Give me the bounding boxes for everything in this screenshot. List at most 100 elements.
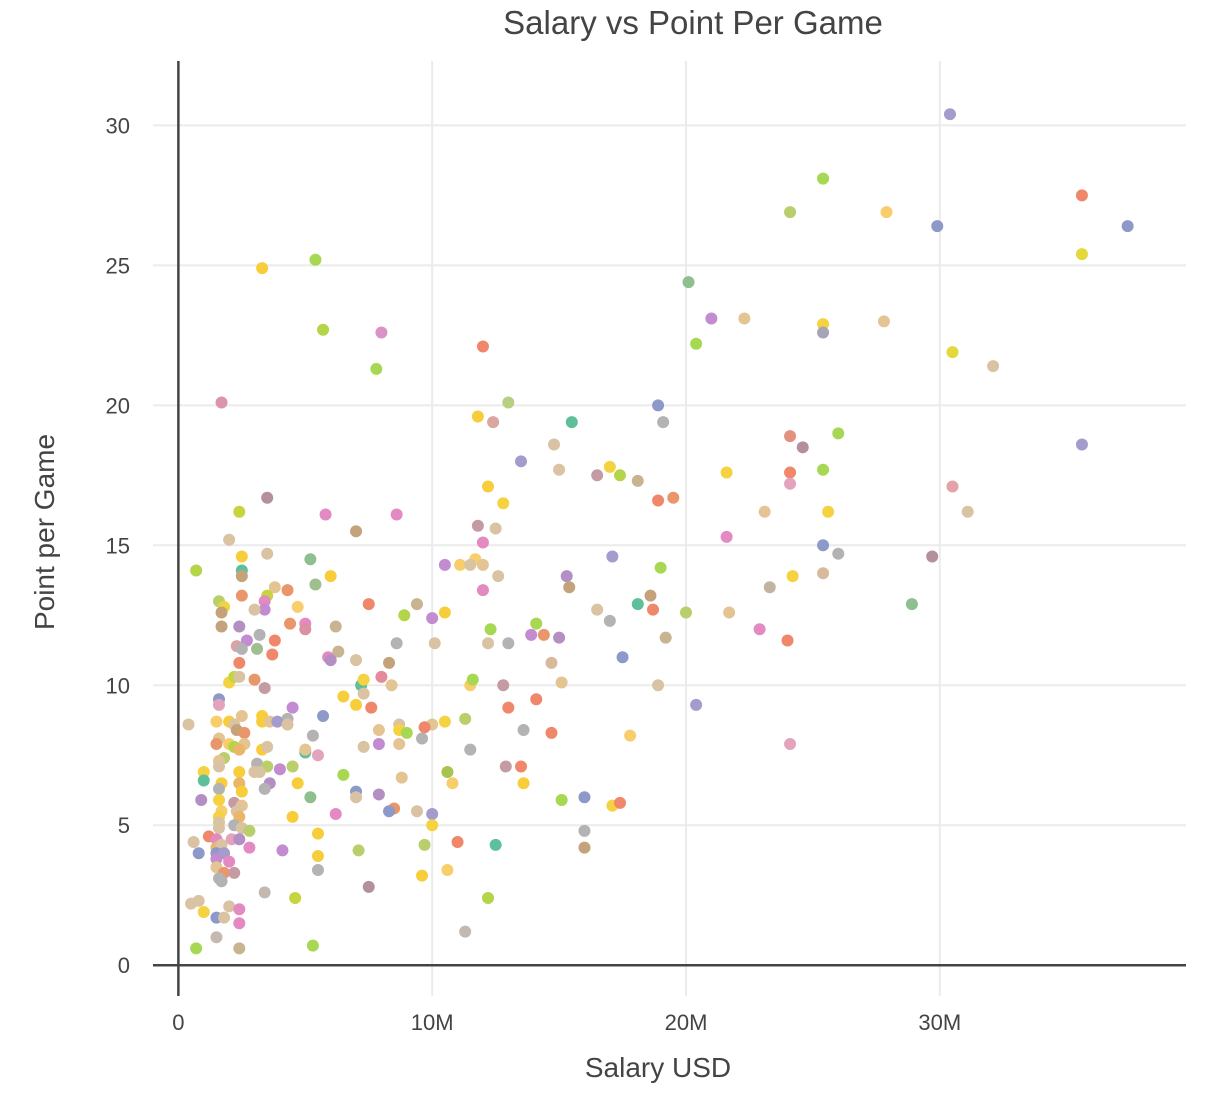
data-point — [243, 841, 256, 854]
data-point — [223, 900, 236, 913]
data-point — [517, 777, 530, 790]
data-point — [784, 430, 797, 443]
data-point — [476, 340, 489, 353]
y-tick-label: 20 — [106, 393, 130, 418]
data-point — [215, 606, 228, 619]
data-point — [426, 612, 439, 625]
data-point — [370, 362, 383, 375]
data-point — [492, 570, 505, 583]
data-point — [276, 844, 289, 857]
data-point — [258, 603, 271, 616]
data-point — [497, 497, 510, 510]
data-point — [484, 623, 497, 636]
data-point — [324, 570, 337, 583]
data-point — [215, 620, 228, 633]
data-point — [235, 642, 248, 655]
data-point — [545, 656, 558, 669]
data-point — [223, 855, 236, 868]
data-point — [268, 581, 281, 594]
data-point — [281, 718, 294, 731]
x-tick-label: 10M — [411, 1010, 454, 1035]
data-point — [197, 766, 210, 779]
data-point — [438, 558, 451, 571]
data-point — [476, 536, 489, 549]
data-point — [289, 892, 302, 905]
data-point — [233, 656, 246, 669]
data-point — [537, 628, 550, 641]
data-point — [190, 942, 203, 955]
data-point — [317, 323, 330, 336]
data-point — [210, 852, 223, 865]
data-point — [329, 620, 342, 633]
data-point — [352, 844, 365, 857]
data-point — [256, 262, 269, 275]
data-point — [961, 505, 974, 518]
data-point — [416, 732, 429, 745]
data-point — [441, 864, 454, 877]
x-tick-label: 20M — [665, 1010, 708, 1035]
data-point — [926, 550, 939, 563]
data-point — [251, 642, 264, 655]
data-point — [273, 763, 286, 776]
data-point — [652, 399, 665, 412]
data-point — [258, 886, 271, 899]
data-point — [606, 550, 619, 563]
data-point — [311, 827, 324, 840]
data-point — [261, 547, 274, 560]
data-point — [1121, 220, 1134, 233]
data-point — [877, 315, 890, 328]
data-point — [233, 903, 246, 916]
data-point — [817, 172, 830, 185]
data-point — [654, 561, 667, 574]
data-point — [489, 838, 502, 851]
data-point — [357, 740, 370, 753]
data-point — [319, 508, 332, 521]
data-point — [317, 710, 330, 723]
data-point — [365, 701, 378, 714]
y-tick-label: 25 — [106, 253, 130, 278]
data-point — [215, 875, 228, 888]
data-point — [192, 847, 205, 860]
data-point — [438, 606, 451, 619]
data-point — [410, 598, 423, 611]
data-point — [832, 547, 845, 560]
y-gridlines — [153, 124, 1186, 827]
data-point — [390, 637, 403, 650]
data-point — [497, 679, 510, 692]
data-point — [235, 710, 248, 723]
data-point — [233, 743, 246, 756]
data-point — [502, 396, 515, 409]
data-point — [215, 396, 228, 409]
data-point — [304, 553, 317, 566]
data-point — [657, 416, 670, 429]
data-point — [548, 438, 561, 451]
data-point — [233, 766, 246, 779]
data-point — [525, 628, 538, 641]
data-point — [659, 631, 672, 644]
data-point — [555, 676, 568, 689]
data-point — [418, 838, 431, 851]
data-point — [299, 743, 312, 756]
data-point — [309, 578, 322, 591]
data-point — [817, 326, 830, 339]
data-point — [375, 670, 388, 683]
data-point — [652, 494, 665, 507]
data-point — [489, 522, 502, 535]
data-point — [238, 726, 251, 739]
data-point — [647, 603, 660, 616]
data-point — [905, 598, 918, 611]
data-point — [311, 850, 324, 863]
data-point — [560, 570, 573, 583]
data-point — [817, 567, 830, 580]
data-point — [624, 729, 637, 742]
data-point — [515, 760, 528, 773]
data-point — [195, 794, 208, 807]
data-point — [253, 766, 266, 779]
data-point — [563, 581, 576, 594]
data-point — [309, 253, 322, 266]
data-point — [416, 869, 429, 882]
data-point — [233, 670, 246, 683]
data-point — [235, 785, 248, 798]
data-point — [603, 614, 616, 627]
data-point — [817, 539, 830, 552]
